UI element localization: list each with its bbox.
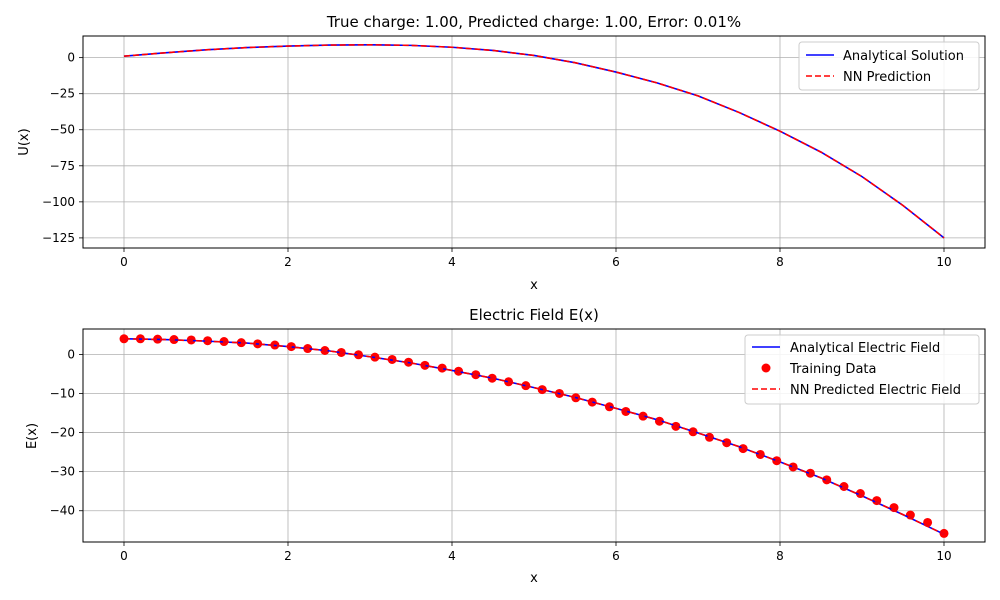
x-tick-label: 0 — [120, 255, 128, 269]
electric-field-plot-title: Electric Field E(x) — [469, 306, 599, 324]
potential-legend-label-analytical: Analytical Solution — [843, 49, 964, 64]
y-tick-label: −50 — [50, 123, 75, 137]
potential-plot-frame — [82, 35, 986, 249]
x-tick-label: 10 — [936, 255, 951, 269]
electric-field-plot: Electric Field E(x) 0 2 4 6 8 10 0 −10 −20 −30 −4… — [25, 306, 986, 586]
electric-field-legend-label-training: Training Data — [789, 362, 876, 377]
legend-marker-icon — [761, 363, 771, 373]
x-tick-label: 2 — [284, 255, 292, 269]
electric-field-x-ticks: 0 2 4 6 8 10 — [120, 542, 952, 563]
electric-field-grid — [83, 329, 985, 542]
potential-y-ticks: 0 −25 −50 −75 −100 −125 — [42, 51, 83, 245]
y-tick-label: −20 — [50, 426, 75, 440]
nn-prediction-line — [123, 43, 945, 239]
y-tick-label: −40 — [50, 504, 75, 518]
electric-field-legend-box — [744, 334, 980, 405]
y-tick-label: −25 — [50, 87, 75, 101]
x-tick-label: 0 — [120, 549, 128, 563]
potential-x-ticks: 0 2 4 6 8 10 — [120, 248, 952, 269]
potential-plot-title: True charge: 1.00, Predicted charge: 1.0… — [326, 13, 741, 31]
y-tick-label: −10 — [50, 386, 75, 400]
potential-grid — [83, 36, 985, 248]
y-tick-label: −75 — [50, 159, 75, 173]
potential-legend-box — [798, 41, 980, 91]
potential-series — [123, 43, 945, 239]
potential-legend-label-nn: NN Prediction — [843, 70, 931, 85]
y-tick-label: −100 — [42, 195, 75, 209]
nn-predicted-electric-field-line — [123, 337, 945, 535]
electric-field-legend: Analytical Electric Field Training Data … — [744, 334, 980, 405]
y-tick-label: 0 — [67, 347, 75, 361]
potential-plot: True charge: 1.00, Predicted charge: 1.0… — [17, 13, 986, 293]
x-tick-label: 8 — [776, 255, 784, 269]
potential-x-axis-label: x — [530, 278, 538, 293]
electric-field-y-ticks: 0 −10 −20 −30 −40 — [50, 347, 83, 518]
x-tick-label: 10 — [936, 549, 951, 563]
electric-field-y-axis-label: E(x) — [25, 423, 40, 449]
x-tick-label: 4 — [448, 255, 456, 269]
potential-y-axis-label: U(x) — [17, 128, 32, 155]
electric-field-plot-frame — [82, 328, 986, 543]
y-tick-label: −125 — [42, 231, 75, 245]
x-tick-label: 6 — [612, 255, 620, 269]
x-tick-label: 4 — [448, 549, 456, 563]
electric-field-legend-label-analytical: Analytical Electric Field — [790, 341, 940, 356]
electric-field-x-axis-label: x — [530, 571, 538, 586]
electric-field-series — [119, 334, 949, 538]
electric-field-legend-label-nn: NN Predicted Electric Field — [790, 383, 961, 398]
x-tick-label: 8 — [776, 549, 784, 563]
y-tick-label: −30 — [50, 465, 75, 479]
y-tick-label: 0 — [67, 51, 75, 65]
x-tick-label: 2 — [284, 549, 292, 563]
potential-legend: Analytical Solution NN Prediction — [798, 41, 980, 91]
x-tick-label: 6 — [612, 549, 620, 563]
